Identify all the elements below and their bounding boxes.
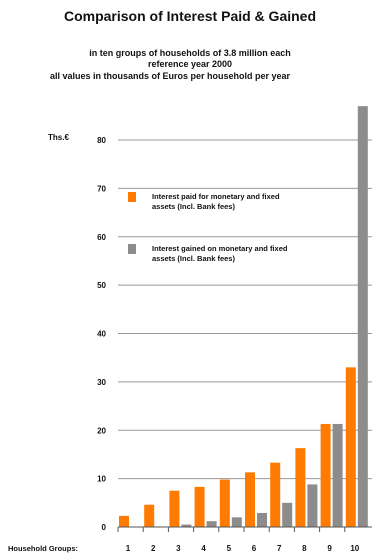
bar-gained-group-4 [206,521,217,527]
legend-swatch-paid [128,192,136,202]
y-tick-label-30: 30 [97,378,106,387]
bar-gained-group-7 [282,502,293,527]
y-tick-label-80: 80 [97,136,106,145]
x-tick-label-9: 9 [327,544,332,553]
y-tick-label-20: 20 [97,426,106,435]
bar-paid-group-5 [219,479,230,527]
y-tick-label-10: 10 [97,475,106,484]
chart-title: Comparison of Interest Paid & Gained [63,8,317,24]
x-tick-label-4: 4 [201,544,206,553]
bar-paid-group-9 [320,423,331,527]
x-tick-label-3: 3 [176,544,181,553]
y-axis-unit-label: Ths.€ [48,133,69,142]
bar-gained-group-3 [181,524,192,527]
bar-paid-group-4 [194,486,205,527]
y-tick-label-70: 70 [97,184,106,193]
legend-label-paid: Interest paid for monetary and fixed ass… [152,192,280,211]
x-tick-label-10: 10 [350,544,359,553]
x-tick-label-7: 7 [277,544,282,553]
bar-gained-group-5 [231,517,242,527]
bar-paid-group-3 [169,490,180,527]
bar-gained-group-9 [332,423,343,527]
bar-gained-group-6 [257,512,267,527]
legend-label-gained: Interest gained on monetary and fixed as… [152,244,288,263]
y-tick-label-50: 50 [97,281,106,290]
y-tick-label-0: 0 [102,523,107,532]
chart-subtitle-line-3: all values in thousands of Euros per hou… [50,71,291,81]
x-tick-label-5: 5 [227,544,232,553]
y-tick-label-40: 40 [97,330,106,339]
x-axis-label: Household Groups: [8,544,78,553]
x-tick-label-6: 6 [252,544,257,553]
bar-paid-group-6 [245,472,255,527]
bar-gained-group-10 [357,106,368,527]
y-tick-label-60: 60 [97,233,106,242]
legend-swatch-gained [128,244,136,254]
bar-paid-group-2 [144,504,155,527]
bar-gained-group-8 [307,484,318,527]
bar-paid-group-1 [119,515,129,527]
bar-paid-group-8 [295,448,306,527]
x-tick-label-8: 8 [302,544,307,553]
bar-paid-group-10 [345,367,356,527]
chart-subtitle-line-2: reference year 2000 [147,59,233,69]
x-tick-label-2: 2 [151,544,156,553]
bar-paid-group-7 [270,462,281,527]
x-tick-label-1: 1 [126,544,131,553]
chart-subtitle-line-1: in ten groups of households of 3.8 milli… [89,48,291,58]
